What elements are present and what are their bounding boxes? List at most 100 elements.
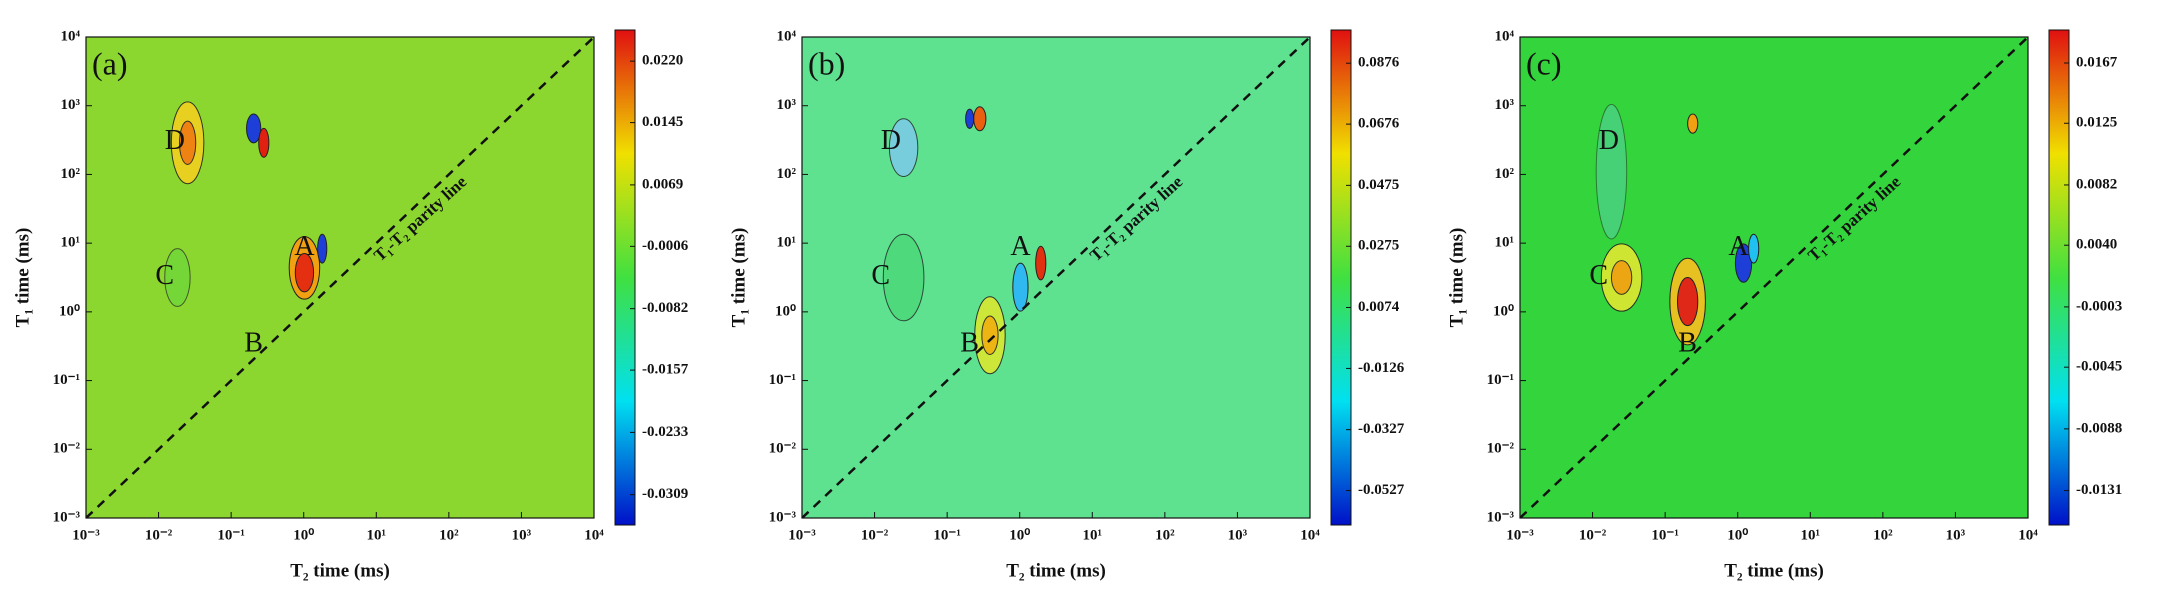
colorbar-tick-label: -0.0233 <box>642 424 688 440</box>
colorbar-tick-label: 0.0145 <box>642 114 683 130</box>
contour-region <box>1610 260 1633 295</box>
x-tick-label: 10¹ <box>367 527 387 543</box>
y-tick-label: 10¹ <box>61 235 81 251</box>
y-tick-label: 10⁻² <box>53 441 81 457</box>
parity-line <box>802 37 1310 518</box>
colorbar-tick-label: 0.0040 <box>2076 237 2117 253</box>
x-tick-label: 10⁻² <box>1579 527 1607 543</box>
x-tick-label: 10⁻³ <box>1506 527 1534 543</box>
panel: 10⁻³ 10⁻² 10⁻¹ 10⁰ 10¹ 10² 10³ 10⁴ 10⁻³ 10⁻² 10⁻¹ 1… <box>12 28 688 581</box>
x-tick-label: 10⁻¹ <box>1651 527 1678 543</box>
region-label: B <box>1678 327 1697 358</box>
y-tick-label: 10² <box>1495 166 1515 182</box>
colorbar-tick-label: -0.0309 <box>642 486 688 502</box>
x-tick-label: 10⁻¹ <box>217 527 244 543</box>
x-tick-label: 10³ <box>512 527 532 543</box>
x-tick-label: 10⁻² <box>145 527 173 543</box>
panel: 10⁻³ 10⁻² 10⁻¹ 10⁰ 10¹ 10² 10³ 10⁴ 10⁻³ 10⁻² 10⁻¹ 1… <box>1446 28 2122 581</box>
plot-frame <box>1519 36 2029 519</box>
x-tick-label: 10³ <box>1228 527 1248 543</box>
contour-region <box>246 113 262 144</box>
colorbar-tick-label: -0.0157 <box>642 362 689 378</box>
x-tick-label: 10¹ <box>1083 527 1103 543</box>
colorbar-tick-label: 0.0082 <box>2076 176 2117 192</box>
colorbar-tick-label: -0.0527 <box>1358 482 1405 498</box>
contours <box>1520 37 2028 518</box>
y-tick-label: 10⁰ <box>775 303 796 319</box>
colorbar-tick-label: -0.0006 <box>642 238 689 254</box>
contour-region <box>1734 243 1753 283</box>
y-tick-label: 10⁴ <box>777 28 797 44</box>
colorbar-tick-label: -0.0088 <box>2076 420 2122 436</box>
colorbar <box>2048 29 2070 526</box>
y-tick-label: 10⁻³ <box>53 509 81 525</box>
region-label: D <box>165 125 185 156</box>
contour-region <box>294 252 315 293</box>
x-tick-label: 10² <box>1155 527 1175 543</box>
x-tick-label: 10⁴ <box>2018 527 2038 543</box>
y-tick-label: 10⁴ <box>61 28 81 44</box>
y-tick-label: 10⁻¹ <box>53 372 80 388</box>
y-tick-label: 10⁻¹ <box>769 372 796 388</box>
region-label: A <box>294 231 315 262</box>
y-tick-label: 10³ <box>777 97 797 113</box>
colorbar-tick-label: 0.0069 <box>642 176 683 192</box>
colorbar <box>614 29 636 526</box>
contour-region <box>1687 113 1699 134</box>
colorbar-tick-label: 0.0220 <box>642 53 683 69</box>
colorbar-tick-label: 0.0074 <box>1358 299 1400 315</box>
colorbar-tick-label: -0.0131 <box>2076 482 2122 498</box>
y-tick-label: 10⁴ <box>1495 28 1515 44</box>
colorbar-tick-label: 0.0125 <box>2076 115 2117 131</box>
colorbar-tick-label: -0.0126 <box>1358 360 1405 376</box>
region-label: D <box>881 125 901 156</box>
y-tick-label: 10⁻³ <box>769 509 797 525</box>
y-tick-label: 10⁻³ <box>1487 509 1515 525</box>
colorbar-tick-label: -0.0003 <box>2076 298 2122 314</box>
region-label: B <box>244 327 263 358</box>
panel-label: (b) <box>808 45 845 81</box>
x-tick-label: 10² <box>1873 527 1893 543</box>
plot-frame <box>85 36 595 519</box>
panel-label: (a) <box>92 45 128 81</box>
contour-region <box>1748 233 1760 264</box>
colorbar <box>1330 29 1352 526</box>
colorbar-tick-label: 0.0676 <box>1358 116 1400 132</box>
contour-region <box>965 108 975 129</box>
parity-line <box>86 37 594 518</box>
x-tick-label: 10⁻³ <box>72 527 100 543</box>
panel: 10⁻³ 10⁻² 10⁻¹ 10⁰ 10¹ 10² 10³ 10⁴ 10⁻³ 10⁻² 10⁻¹ 1… <box>728 28 1404 581</box>
x-tick-label: 10⁰ <box>293 527 314 543</box>
colorbar-tick-label: 0.0167 <box>2076 54 2118 70</box>
contour-region <box>178 120 197 165</box>
y-tick-label: 10⁰ <box>1493 303 1514 319</box>
x-tick-label: 10⁻¹ <box>933 527 960 543</box>
y-tick-label: 10⁻² <box>1487 441 1515 457</box>
region-label: B <box>960 327 979 358</box>
contour-region <box>317 233 328 264</box>
colorbar-tick-label: -0.0082 <box>642 300 688 316</box>
x-tick-label: 10⁻³ <box>788 527 816 543</box>
y-tick-label: 10⁻¹ <box>1487 372 1514 388</box>
x-tick-label: 10⁴ <box>1300 527 1320 543</box>
region-label: C <box>871 260 890 291</box>
contour-region <box>164 248 191 307</box>
colorbar-tick-label: -0.0327 <box>1358 421 1405 437</box>
y-axis-label: T₁ time (ms) <box>1446 228 1467 328</box>
contour-region <box>1676 277 1699 327</box>
colorbar-tick-label: 0.0475 <box>1358 177 1399 193</box>
x-axis-label: T₂ time (ms) <box>1006 560 1106 581</box>
y-tick-label: 10² <box>61 166 81 182</box>
y-tick-label: 10² <box>777 166 797 182</box>
parity-line <box>1520 37 2028 518</box>
x-tick-label: 10¹ <box>1801 527 1821 543</box>
region-label: A <box>1728 231 1749 262</box>
contour-region <box>882 233 925 322</box>
colorbar-tick-label: -0.0045 <box>2076 359 2122 375</box>
contours <box>86 37 594 518</box>
colorbar-tick-label: 0.0876 <box>1358 55 1400 71</box>
y-tick-label: 10⁻² <box>769 441 797 457</box>
contour-region <box>258 127 270 158</box>
contour-region <box>1035 245 1047 281</box>
